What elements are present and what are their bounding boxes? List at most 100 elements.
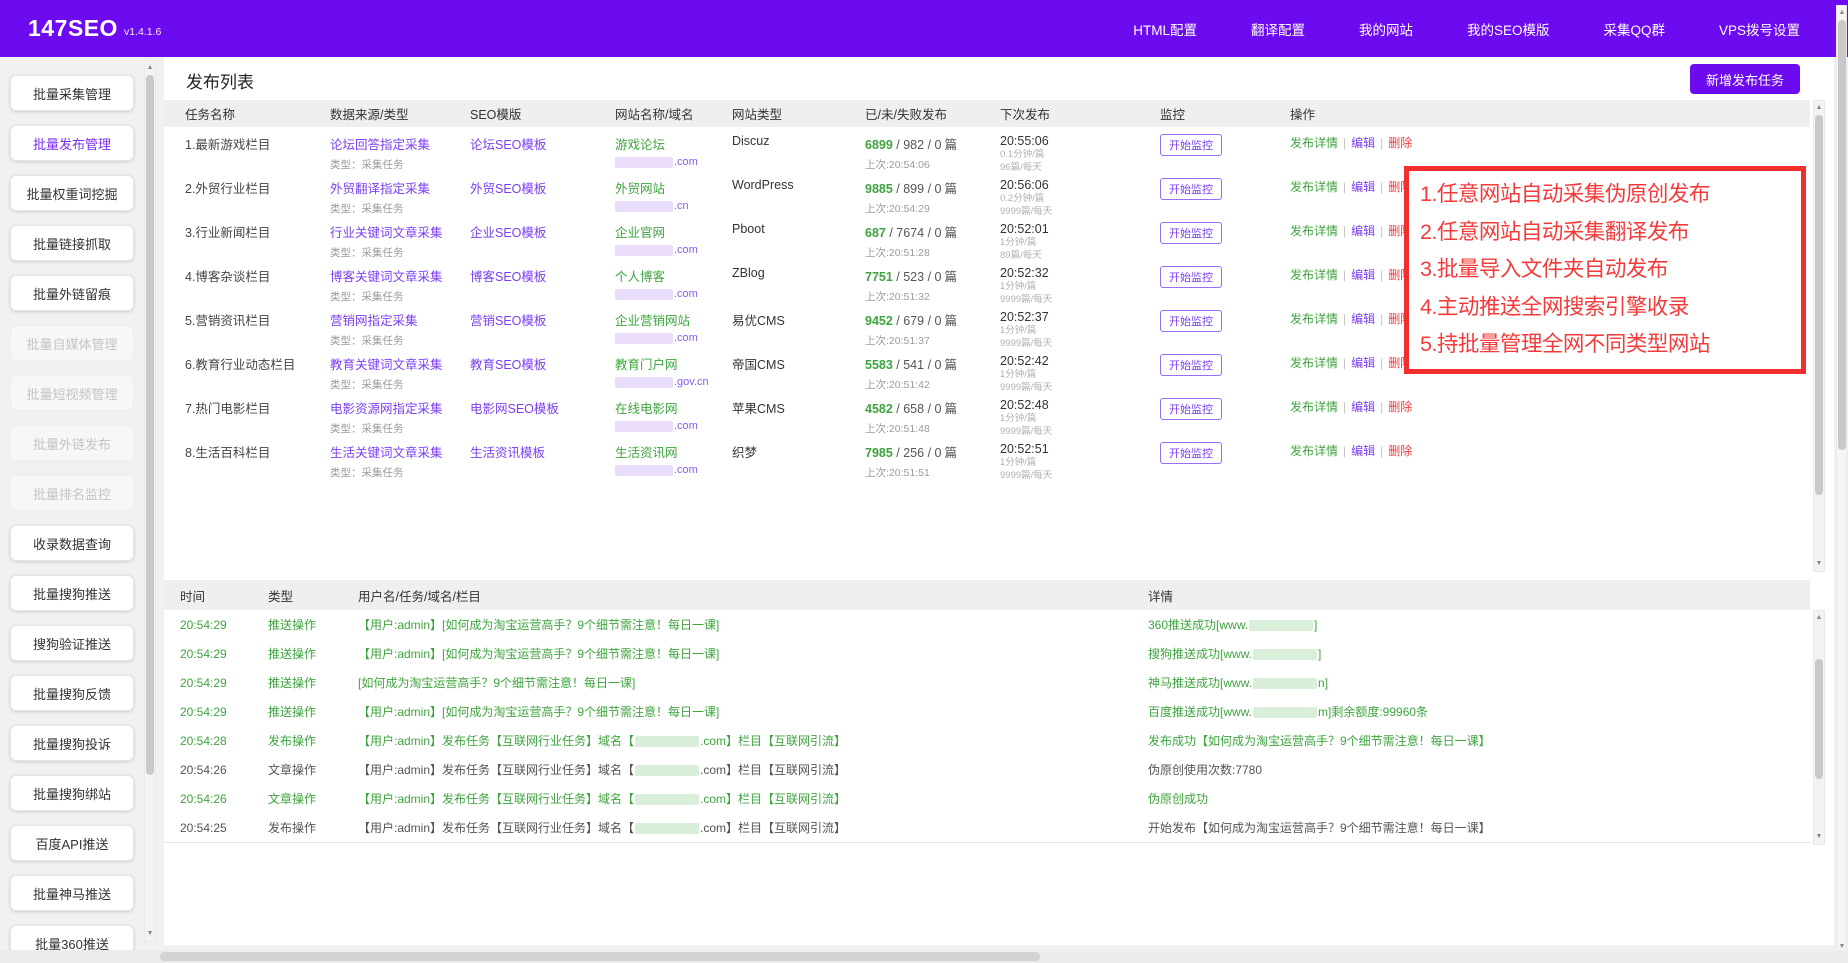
start-monitor-button[interactable]: 开始监控	[1160, 354, 1222, 376]
start-monitor-button[interactable]: 开始监控	[1160, 178, 1222, 200]
edit-link[interactable]: 编辑	[1351, 136, 1376, 150]
seo-template-link[interactable]: 电影网SEO模板	[470, 402, 559, 416]
data-source-link[interactable]: 电影资源网指定采集	[330, 402, 443, 416]
scroll-up-icon[interactable]: ▲	[1815, 614, 1823, 621]
data-source-link[interactable]: 营销网指定采集	[330, 314, 418, 328]
sidebar-item[interactable]: 批量链接抓取	[10, 225, 134, 261]
sidebar-item[interactable]: 批量采集管理	[10, 75, 134, 111]
pending-count: 899	[903, 182, 925, 196]
sidebar-item[interactable]: 批量搜狗反馈	[10, 675, 134, 711]
task-name: 4.博客杂谈栏目	[185, 270, 271, 284]
horizontal-scrollbar[interactable]	[0, 950, 1848, 963]
seo-template-link[interactable]: 外贸SEO模板	[470, 182, 547, 196]
failed-count: 0	[934, 226, 942, 240]
scroll-down-icon[interactable]: ▼	[1838, 943, 1846, 950]
site-domain: .com	[615, 156, 732, 168]
start-monitor-button[interactable]: 开始监控	[1160, 134, 1222, 156]
scroll-down-icon[interactable]: ▼	[146, 930, 154, 937]
edit-link[interactable]: 编辑	[1351, 400, 1376, 414]
edit-link[interactable]: 编辑	[1351, 312, 1376, 326]
scroll-down-icon[interactable]: ▼	[1815, 560, 1823, 567]
pending-count: 256	[903, 446, 925, 460]
start-monitor-button[interactable]: 开始监控	[1160, 310, 1222, 332]
edit-link[interactable]: 编辑	[1351, 180, 1376, 194]
edit-link[interactable]: 编辑	[1351, 268, 1376, 282]
edit-link[interactable]: 编辑	[1351, 224, 1376, 238]
data-source-link[interactable]: 外贸翻译指定采集	[330, 182, 431, 196]
data-source-link[interactable]: 博客关键词文章采集	[330, 270, 443, 284]
sidebar-item[interactable]: 批量神马推送	[10, 875, 134, 911]
nav-item[interactable]: 翻译配置	[1250, 22, 1305, 38]
nav-item[interactable]: 我的网站	[1358, 22, 1413, 38]
publish-detail-link[interactable]: 发布详情	[1290, 268, 1339, 282]
sidebar-item[interactable]: 批量发布管理	[10, 125, 134, 161]
publish-detail-link[interactable]: 发布详情	[1290, 444, 1339, 458]
scroll-up-icon[interactable]: ▲	[146, 64, 154, 71]
start-monitor-button[interactable]: 开始监控	[1160, 222, 1222, 244]
data-source-link[interactable]: 生活关键词文章采集	[330, 446, 443, 460]
publish-task-row: 3.行业新闻栏目 行业关键词文章采集 类型：采集任务 企业SEO模板 企业官网 …	[164, 215, 1810, 261]
sidebar-item[interactable]: 批量自媒体管理	[10, 325, 134, 361]
sidebar-item[interactable]: 批量外链发布	[10, 425, 134, 461]
page-scrollbar[interactable]: ▲ ▼	[1836, 5, 1847, 955]
delete-link[interactable]: 删除	[1388, 400, 1413, 414]
nav-item[interactable]: HTML配置	[1133, 22, 1197, 38]
sidebar-scrollbar[interactable]: ▲ ▼	[144, 60, 156, 942]
table-scrollbar[interactable]: ▲ ▼	[1813, 100, 1825, 572]
delete-link[interactable]: 删除	[1388, 444, 1413, 458]
sidebar-item[interactable]: 搜狗验证推送	[10, 625, 134, 661]
seo-template-link[interactable]: 教育SEO模板	[470, 358, 547, 372]
scroll-down-icon[interactable]: ▼	[1815, 833, 1823, 840]
sidebar-item[interactable]: 批量搜狗推送	[10, 575, 134, 611]
scrollbar-thumb[interactable]	[160, 952, 1040, 961]
new-publish-task-button[interactable]: 新增发布任务	[1690, 64, 1801, 94]
nav-item[interactable]: 我的SEO模版	[1466, 22, 1550, 38]
data-source-link[interactable]: 行业关键词文章采集	[330, 226, 443, 240]
delete-link[interactable]: 删除	[1388, 136, 1413, 150]
scroll-up-icon[interactable]: ▲	[1838, 9, 1846, 16]
top-header: 147SEO v1.4.1.6 HTML配置 翻译配置 我的网站 我的SEO模版 采集Q…	[0, 0, 1848, 57]
scrollbar-thumb[interactable]	[1838, 20, 1846, 450]
seo-template-link[interactable]: 论坛SEO模板	[470, 138, 547, 152]
start-monitor-button[interactable]: 开始监控	[1160, 266, 1222, 288]
sidebar-item[interactable]: 批量权重词挖掘	[10, 175, 134, 211]
task-name: 3.行业新闻栏目	[185, 226, 271, 240]
publish-detail-link[interactable]: 发布详情	[1290, 400, 1339, 414]
start-monitor-button[interactable]: 开始监控	[1160, 398, 1222, 420]
data-source-link[interactable]: 论坛回答指定采集	[330, 138, 431, 152]
edit-link[interactable]: 编辑	[1351, 444, 1376, 458]
scroll-up-icon[interactable]: ▲	[1815, 104, 1823, 111]
publish-detail-link[interactable]: 发布详情	[1290, 136, 1339, 150]
scrollbar-thumb[interactable]	[1815, 659, 1823, 779]
publish-detail-link[interactable]: 发布详情	[1290, 180, 1339, 194]
next-publish-cell: 20:52:37 1分钟/篇 9999篇/每天	[1000, 310, 1160, 350]
publish-detail-link[interactable]: 发布详情	[1290, 312, 1339, 326]
nav-item[interactable]: VPS拨号设置	[1718, 22, 1800, 38]
seo-template-link[interactable]: 企业SEO模板	[470, 226, 547, 240]
sidebar-item[interactable]: 批量短视频管理	[10, 375, 134, 411]
data-source-link[interactable]: 教育关键词文章采集	[330, 358, 443, 372]
sidebar-item[interactable]: 批量搜狗绑站	[10, 775, 134, 811]
seo-template-link[interactable]: 生活资讯模板	[470, 446, 546, 460]
daily-quota: 89篇/每天	[1000, 249, 1042, 261]
sidebar-item[interactable]: 批量外链留痕	[10, 275, 134, 311]
seo-template-link[interactable]: 博客SEO模板	[470, 270, 547, 284]
sidebar-item[interactable]: 百度API推送	[10, 825, 134, 861]
sidebar-item[interactable]: 批量搜狗投诉	[10, 725, 134, 761]
publish-detail-link[interactable]: 发布详情	[1290, 356, 1339, 370]
cms-type: 织梦	[732, 446, 758, 460]
publish-detail-link[interactable]: 发布详情	[1290, 224, 1339, 238]
edit-link[interactable]: 编辑	[1351, 356, 1376, 370]
log-time: 20:54:29	[180, 675, 227, 690]
scrollbar-thumb[interactable]	[1815, 115, 1823, 495]
nav-item[interactable]: 采集QQ群	[1603, 22, 1665, 38]
scrollbar-thumb[interactable]	[146, 75, 154, 775]
sidebar-item[interactable]: 批量排名监控	[10, 475, 134, 511]
log-scrollbar[interactable]: ▲ ▼	[1813, 610, 1825, 845]
seo-template-link[interactable]: 营销SEO模板	[470, 314, 547, 328]
sidebar-item[interactable]: 收录数据查询	[10, 525, 134, 561]
start-monitor-button[interactable]: 开始监控	[1160, 442, 1222, 464]
log-row: 20:54:28 发布操作 【用户:admin】发布任务【互联网行业任务】域名【…	[164, 726, 1810, 755]
